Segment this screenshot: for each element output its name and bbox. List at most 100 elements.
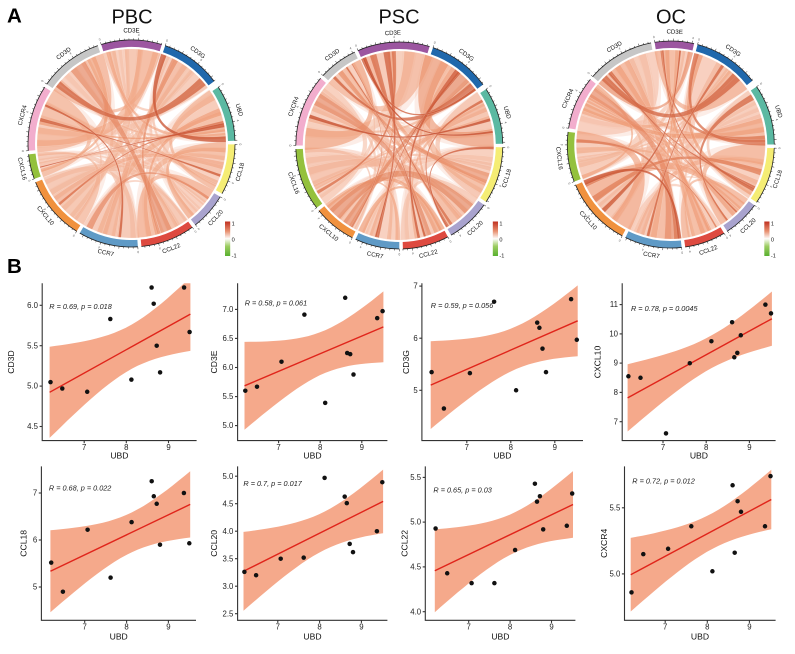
svg-text:CD3G: CD3G bbox=[401, 350, 411, 374]
svg-text:4: 4 bbox=[412, 251, 414, 255]
svg-text:4: 4 bbox=[587, 214, 591, 218]
svg-text:R = 0.78, p = 0.0045: R = 0.78, p = 0.0045 bbox=[631, 304, 698, 313]
svg-text:0: 0 bbox=[567, 182, 571, 185]
svg-text:A: A bbox=[7, 4, 22, 27]
svg-text:CCL22: CCL22 bbox=[400, 530, 410, 557]
svg-text:8: 8 bbox=[705, 623, 709, 632]
svg-text:4: 4 bbox=[349, 46, 353, 50]
svg-text:UBD: UBD bbox=[491, 632, 509, 642]
svg-text:0: 0 bbox=[771, 238, 774, 244]
svg-text:1: 1 bbox=[771, 222, 774, 228]
svg-text:-1: -1 bbox=[232, 254, 237, 260]
svg-text:0: 0 bbox=[310, 209, 314, 213]
svg-text:9: 9 bbox=[166, 623, 170, 632]
svg-text:CCL22: CCL22 bbox=[418, 248, 439, 260]
svg-text:4: 4 bbox=[158, 246, 161, 250]
svg-text:4.0: 4.0 bbox=[223, 527, 235, 536]
svg-text:0: 0 bbox=[165, 39, 168, 43]
svg-text:UBD: UBD bbox=[110, 632, 128, 642]
svg-text:7: 7 bbox=[467, 623, 471, 632]
svg-text:5.0: 5.0 bbox=[410, 518, 422, 527]
svg-text:PSC: PSC bbox=[378, 7, 419, 29]
svg-text:5.5: 5.5 bbox=[410, 473, 422, 482]
svg-text:4.5: 4.5 bbox=[223, 499, 235, 508]
svg-text:9: 9 bbox=[360, 443, 364, 452]
svg-text:UBD: UBD bbox=[234, 103, 245, 118]
svg-text:0: 0 bbox=[137, 250, 139, 254]
svg-text:4: 4 bbox=[769, 185, 773, 188]
svg-text:5.5: 5.5 bbox=[609, 503, 621, 512]
svg-text:5: 5 bbox=[413, 386, 418, 395]
svg-text:R = 0.68, p = 0.022: R = 0.68, p = 0.022 bbox=[49, 483, 111, 492]
svg-text:4: 4 bbox=[25, 110, 29, 113]
svg-text:3.0: 3.0 bbox=[223, 582, 235, 591]
svg-text:CCR7: CCR7 bbox=[643, 251, 661, 261]
svg-text:2.5: 2.5 bbox=[223, 609, 235, 618]
svg-text:0: 0 bbox=[289, 144, 293, 146]
svg-text:0: 0 bbox=[222, 198, 226, 202]
svg-text:B: B bbox=[7, 255, 22, 278]
svg-text:5.0: 5.0 bbox=[223, 421, 235, 430]
svg-text:5.5: 5.5 bbox=[27, 341, 39, 350]
svg-text:0: 0 bbox=[618, 238, 622, 242]
svg-text:UBD: UBD bbox=[303, 451, 321, 461]
svg-text:9: 9 bbox=[747, 623, 751, 632]
svg-text:0: 0 bbox=[488, 84, 492, 88]
svg-text:0: 0 bbox=[72, 233, 76, 237]
svg-text:UBD: UBD bbox=[691, 632, 709, 642]
svg-text:0: 0 bbox=[317, 70, 321, 74]
svg-text:4.0: 4.0 bbox=[410, 607, 422, 616]
svg-text:0: 0 bbox=[348, 240, 352, 244]
svg-text:0: 0 bbox=[756, 206, 760, 210]
svg-text:4: 4 bbox=[236, 119, 240, 122]
svg-text:R = 0.69, p = 0.018: R = 0.69, p = 0.018 bbox=[49, 302, 112, 311]
svg-text:4.5: 4.5 bbox=[27, 422, 39, 431]
svg-text:4: 4 bbox=[317, 216, 321, 220]
svg-text:0: 0 bbox=[27, 179, 31, 182]
svg-text:CCR7: CCR7 bbox=[366, 250, 384, 260]
svg-text:0: 0 bbox=[220, 82, 224, 86]
svg-text:CD3E: CD3E bbox=[666, 28, 683, 36]
svg-text:0: 0 bbox=[21, 150, 25, 152]
svg-text:4: 4 bbox=[230, 181, 234, 184]
svg-text:4: 4 bbox=[393, 35, 395, 39]
svg-text:0: 0 bbox=[232, 238, 235, 244]
svg-text:-1: -1 bbox=[771, 254, 776, 260]
svg-text:CD3E: CD3E bbox=[123, 28, 139, 35]
svg-text:4: 4 bbox=[293, 174, 297, 177]
svg-text:R = 0.59, p = 0.056: R = 0.59, p = 0.056 bbox=[431, 301, 494, 310]
svg-text:4: 4 bbox=[503, 121, 507, 124]
svg-text:9: 9 bbox=[166, 443, 170, 452]
svg-text:8: 8 bbox=[509, 443, 513, 452]
svg-text:4: 4 bbox=[618, 46, 622, 50]
svg-text:UBD: UBD bbox=[690, 451, 708, 461]
svg-text:0: 0 bbox=[506, 146, 510, 148]
svg-text:7: 7 bbox=[614, 417, 618, 426]
svg-text:CD3E: CD3E bbox=[385, 29, 402, 37]
svg-text:0: 0 bbox=[354, 44, 357, 48]
svg-text:8: 8 bbox=[124, 623, 128, 632]
svg-text:4: 4 bbox=[138, 33, 140, 37]
svg-text:0: 0 bbox=[98, 37, 101, 41]
svg-text:7: 7 bbox=[83, 623, 87, 632]
svg-text:0: 0 bbox=[653, 35, 656, 39]
svg-text:R = 0.65, p = 0.03: R = 0.65, p = 0.03 bbox=[433, 485, 491, 494]
svg-text:UBD: UBD bbox=[502, 105, 513, 120]
svg-text:0: 0 bbox=[40, 79, 44, 83]
svg-text:CXCL10: CXCL10 bbox=[592, 346, 602, 379]
svg-text:0: 0 bbox=[398, 252, 400, 256]
svg-text:UBD: UBD bbox=[110, 451, 128, 461]
svg-text:4: 4 bbox=[69, 51, 73, 55]
svg-text:5.0: 5.0 bbox=[27, 382, 39, 391]
svg-text:8: 8 bbox=[318, 443, 322, 452]
svg-text:11: 11 bbox=[610, 300, 618, 309]
svg-text:0: 0 bbox=[777, 147, 781, 149]
svg-text:4: 4 bbox=[498, 184, 502, 187]
svg-text:0: 0 bbox=[698, 37, 701, 41]
svg-text:0: 0 bbox=[759, 82, 763, 86]
svg-text:5.5: 5.5 bbox=[223, 392, 235, 401]
svg-text:6: 6 bbox=[413, 334, 417, 343]
svg-text:UBD: UBD bbox=[773, 104, 784, 119]
svg-text:CXCL16: CXCL16 bbox=[554, 146, 564, 170]
svg-text:8: 8 bbox=[317, 623, 321, 632]
